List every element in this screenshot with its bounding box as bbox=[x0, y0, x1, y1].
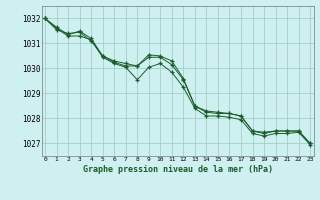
X-axis label: Graphe pression niveau de la mer (hPa): Graphe pression niveau de la mer (hPa) bbox=[83, 165, 273, 174]
